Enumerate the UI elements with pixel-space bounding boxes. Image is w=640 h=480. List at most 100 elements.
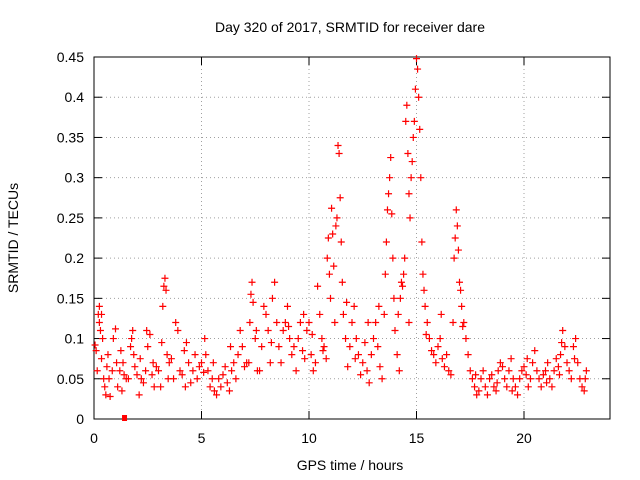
data-point-marker [542,367,549,375]
data-point-marker [503,383,511,391]
data-point-marker [238,343,246,351]
data-point-marker [339,310,347,318]
data-point-marker [458,302,466,310]
data-point-marker [260,302,268,310]
data-point-marker [391,327,399,335]
data-point-marker [200,368,208,376]
data-point-marker [286,335,294,343]
data-point-marker [445,367,453,375]
data-point-marker [135,391,143,399]
data-point-marker [520,363,528,371]
data-point-marker [319,347,327,355]
data-point-marker [563,359,571,367]
data-point-marker [279,327,287,335]
data-point-marker [146,331,154,339]
data-point-marker [285,322,293,330]
data-point-marker [92,347,100,355]
data-point-marker [180,347,188,355]
data-point-marker [385,190,393,198]
data-point-marker [460,318,468,326]
data-point-marker [410,117,418,125]
data-point-marker [193,375,201,383]
data-point-marker [336,194,344,202]
data-point-marker [357,371,365,379]
data-point-marker [492,387,500,395]
data-point-marker [266,359,274,367]
data-point-marker [213,391,221,399]
y-axis-label: SRMTID / TECUs [5,183,21,293]
data-point-marker [251,335,259,343]
data-point-marker [544,359,552,367]
data-point-marker [416,125,424,133]
y-tick-label: 0.05 [57,371,84,387]
data-point-marker [327,294,334,302]
data-point-marker [106,392,114,400]
data-point-marker [496,359,504,367]
data-point-marker [108,367,116,375]
data-point-marker [248,278,256,286]
data-point-marker [434,343,442,351]
data-point-marker [457,286,465,294]
data-point-marker [299,347,307,355]
y-tick-label: 0 [76,411,84,427]
x-tick-label: 15 [409,430,425,446]
data-point-marker [535,375,543,383]
data-point-marker [178,371,186,379]
data-point-marker [350,302,358,310]
data-point-marker [122,415,128,421]
data-point-marker [344,363,352,371]
data-point-marker [99,335,107,343]
data-point-marker [167,355,175,363]
data-point-marker [294,335,302,343]
y-tick-label: 0.45 [57,49,84,65]
data-point-marker [529,359,537,367]
data-point-marker [582,367,590,375]
data-point-marker [509,375,517,383]
data-point-marker [307,351,315,359]
data-point-marker [198,359,205,367]
data-point-marker [296,318,304,326]
data-point-marker [558,339,566,347]
data-point-marker [342,335,350,343]
data-point-marker [388,210,396,218]
data-point-marker [351,355,359,363]
data-point-marker [324,234,332,242]
data-point-marker [301,355,309,363]
data-point-marker [232,375,240,383]
data-point-marker [409,133,417,141]
data-point-marker [268,294,276,302]
data-point-marker [264,327,272,335]
data-point-marker [415,93,423,101]
data-point-marker [488,371,496,379]
data-point-marker [303,327,311,335]
data-point-marker [284,302,291,310]
data-point-marker [569,343,577,351]
data-point-marker [572,335,580,343]
y-tick-label: 0.35 [57,129,84,145]
data-point-marker [508,387,516,395]
data-point-marker [559,327,567,335]
data-point-marker [236,327,244,335]
data-point-marker [105,375,113,383]
data-point-marker [275,343,283,351]
data-point-marker [334,141,342,149]
data-point-marker [127,343,135,351]
data-point-marker [468,375,476,383]
data-point-marker [381,270,389,278]
data-point-marker [323,254,331,262]
data-point-marker [428,347,436,355]
data-point-marker [201,335,209,343]
y-tick-label: 0.15 [57,290,84,306]
data-point-marker [95,318,103,326]
data-point-marker [516,375,524,383]
data-point-marker [561,343,569,351]
data-point-marker [346,343,354,351]
data-point-marker [128,335,136,343]
data-point-marker [499,363,506,371]
data-point-marker [305,318,313,326]
data-point-marker [335,150,343,158]
data-point-marker [552,355,560,363]
data-point-marker [129,327,137,335]
x-axis-label: GPS time / hours [297,457,404,473]
x-tick-label: 10 [301,430,317,446]
